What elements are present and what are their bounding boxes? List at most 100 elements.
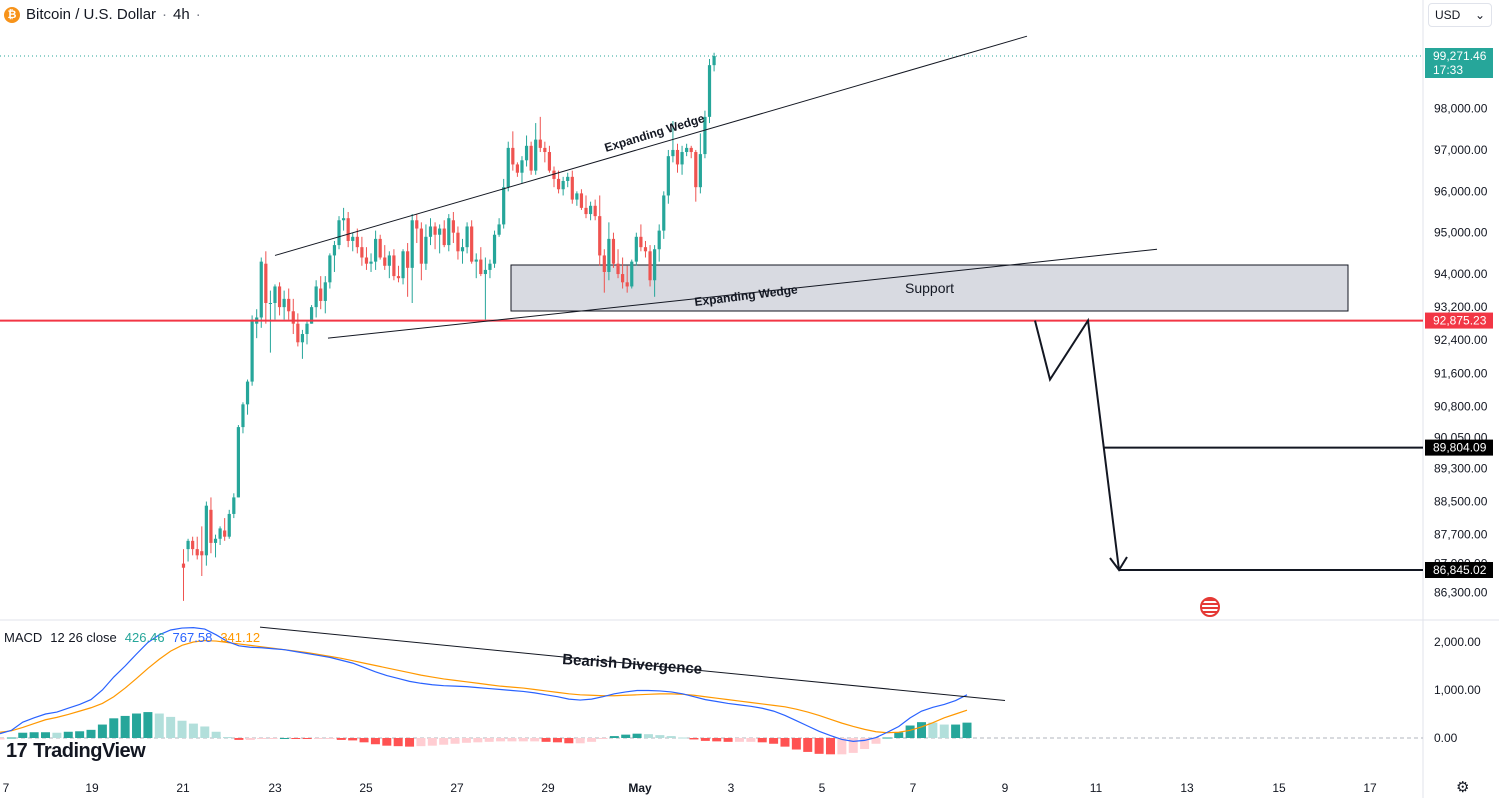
candle-body — [401, 251, 405, 279]
macd-histogram-bar — [803, 738, 813, 752]
macd-histogram-bar — [632, 733, 642, 738]
candle-body — [314, 286, 318, 308]
time-tick-label: 9 — [1002, 781, 1009, 795]
price-tick-label: 94,000.00 — [1434, 267, 1488, 281]
candle-body — [474, 259, 478, 262]
currency-select[interactable]: USD ⌄ — [1428, 3, 1492, 27]
interval-label[interactable]: 4h — [173, 6, 190, 23]
time-tick-label: 7 — [910, 781, 917, 795]
drawings-layer — [0, 35, 1423, 572]
candle-body — [328, 255, 332, 283]
macd-histogram-bar — [666, 736, 676, 738]
candle-body — [346, 218, 350, 241]
candle-body — [675, 149, 680, 165]
price-tick-label: 88,500.00 — [1434, 495, 1488, 509]
candle-body — [639, 236, 643, 248]
candle-body — [259, 261, 263, 318]
macd-histogram-bar — [894, 732, 904, 738]
candle-body — [712, 56, 716, 66]
macd-histogram-bar — [41, 732, 51, 738]
price-tick-label: 98,000.00 — [1434, 102, 1488, 116]
candle-body — [657, 230, 661, 250]
candle-body — [447, 218, 451, 246]
macd-histogram-bar — [678, 737, 688, 739]
candle-body — [685, 147, 689, 153]
candle-body — [433, 226, 437, 235]
macd-histogram-bar — [860, 738, 870, 750]
candle-body — [584, 207, 588, 215]
candle-body — [337, 220, 341, 246]
candle-body — [200, 551, 204, 556]
candle-body — [351, 236, 355, 241]
candle-body — [241, 404, 245, 428]
macd-histogram-bar — [723, 738, 733, 742]
candle-body — [218, 528, 222, 539]
candle-body — [232, 497, 236, 514]
candle-body — [213, 538, 218, 543]
candle-body — [497, 224, 501, 235]
macd-histogram-bar — [18, 732, 28, 738]
candle-body — [282, 298, 286, 308]
candle-body — [268, 302, 273, 304]
macd-histogram-value: 426.46 — [124, 630, 165, 645]
time-tick-label: May — [628, 781, 652, 795]
macd-histogram-bar — [848, 738, 858, 753]
candle-body — [611, 238, 616, 264]
tradingview-logo[interactable]: 17 TradingView — [6, 740, 146, 763]
price-tick-label: 90,800.00 — [1434, 399, 1488, 413]
macd-histogram-bar — [518, 738, 528, 742]
candle-body — [319, 288, 323, 301]
candle-body — [387, 255, 391, 266]
price-tick-label: 92,400.00 — [1434, 333, 1488, 347]
macd-histogram-bar — [336, 738, 346, 740]
price-tick-label: 89,300.00 — [1434, 461, 1488, 475]
us-flag-icon[interactable] — [1200, 597, 1220, 617]
time-tick-label: 3 — [728, 781, 735, 795]
chevron-down-icon: ⌄ — [1474, 8, 1485, 22]
time-tick-label: 5 — [819, 781, 826, 795]
candle-body — [607, 238, 611, 272]
macd-histogram-bar — [154, 713, 164, 738]
candle-body — [277, 286, 282, 308]
price-tick-label: 91,600.00 — [1434, 366, 1488, 380]
macd-histogram-bar — [223, 737, 233, 739]
target-2-badge-bg — [1425, 562, 1493, 578]
candle-body — [538, 139, 542, 148]
candle-body — [186, 540, 190, 550]
macd-histogram-bar — [268, 738, 278, 739]
last-price-badge-countdown: 17:33 — [1433, 63, 1463, 77]
candle-body — [374, 238, 378, 262]
candle-body — [470, 226, 474, 262]
time-tick-label: 15 — [1272, 781, 1286, 795]
symbol-header[interactable]: ₿ Bitcoin / U.S. Dollar · 4h · — [4, 6, 201, 23]
macd-histogram-bar — [871, 738, 881, 744]
time-tick-label: 19 — [85, 781, 99, 795]
candle-body — [561, 180, 565, 190]
support-label: Support — [905, 280, 954, 296]
candle-body — [643, 247, 648, 252]
macd-histogram-bar — [302, 738, 312, 739]
candle-body — [460, 247, 465, 252]
header-separator-2: · — [195, 6, 201, 23]
candle-body — [694, 152, 698, 188]
macd-histogram-bar — [393, 738, 403, 747]
macd-title: MACD — [4, 630, 43, 645]
candle-body — [625, 282, 629, 287]
gear-icon[interactable]: ⚙ — [1456, 779, 1470, 796]
candle-body — [529, 145, 533, 171]
macd-histogram-bar — [52, 732, 62, 738]
bitcoin-icon: ₿ — [4, 6, 20, 23]
macd-histogram-bar — [473, 738, 483, 743]
symbol-name[interactable]: Bitcoin / U.S. Dollar — [26, 6, 157, 23]
macd-histogram-bar — [166, 716, 176, 738]
candle-body — [671, 149, 675, 157]
candle-body — [296, 323, 300, 343]
candle-body — [593, 205, 597, 217]
macd-legend[interactable]: MACD 12 26 close 426.46 767.58 341.12 — [4, 630, 260, 645]
macd-histogram-bar — [916, 722, 926, 738]
macd-params: 12 26 close — [50, 630, 117, 645]
candle-body — [483, 269, 487, 275]
macd-histogram-bar — [29, 732, 39, 738]
candle-body — [634, 236, 638, 262]
